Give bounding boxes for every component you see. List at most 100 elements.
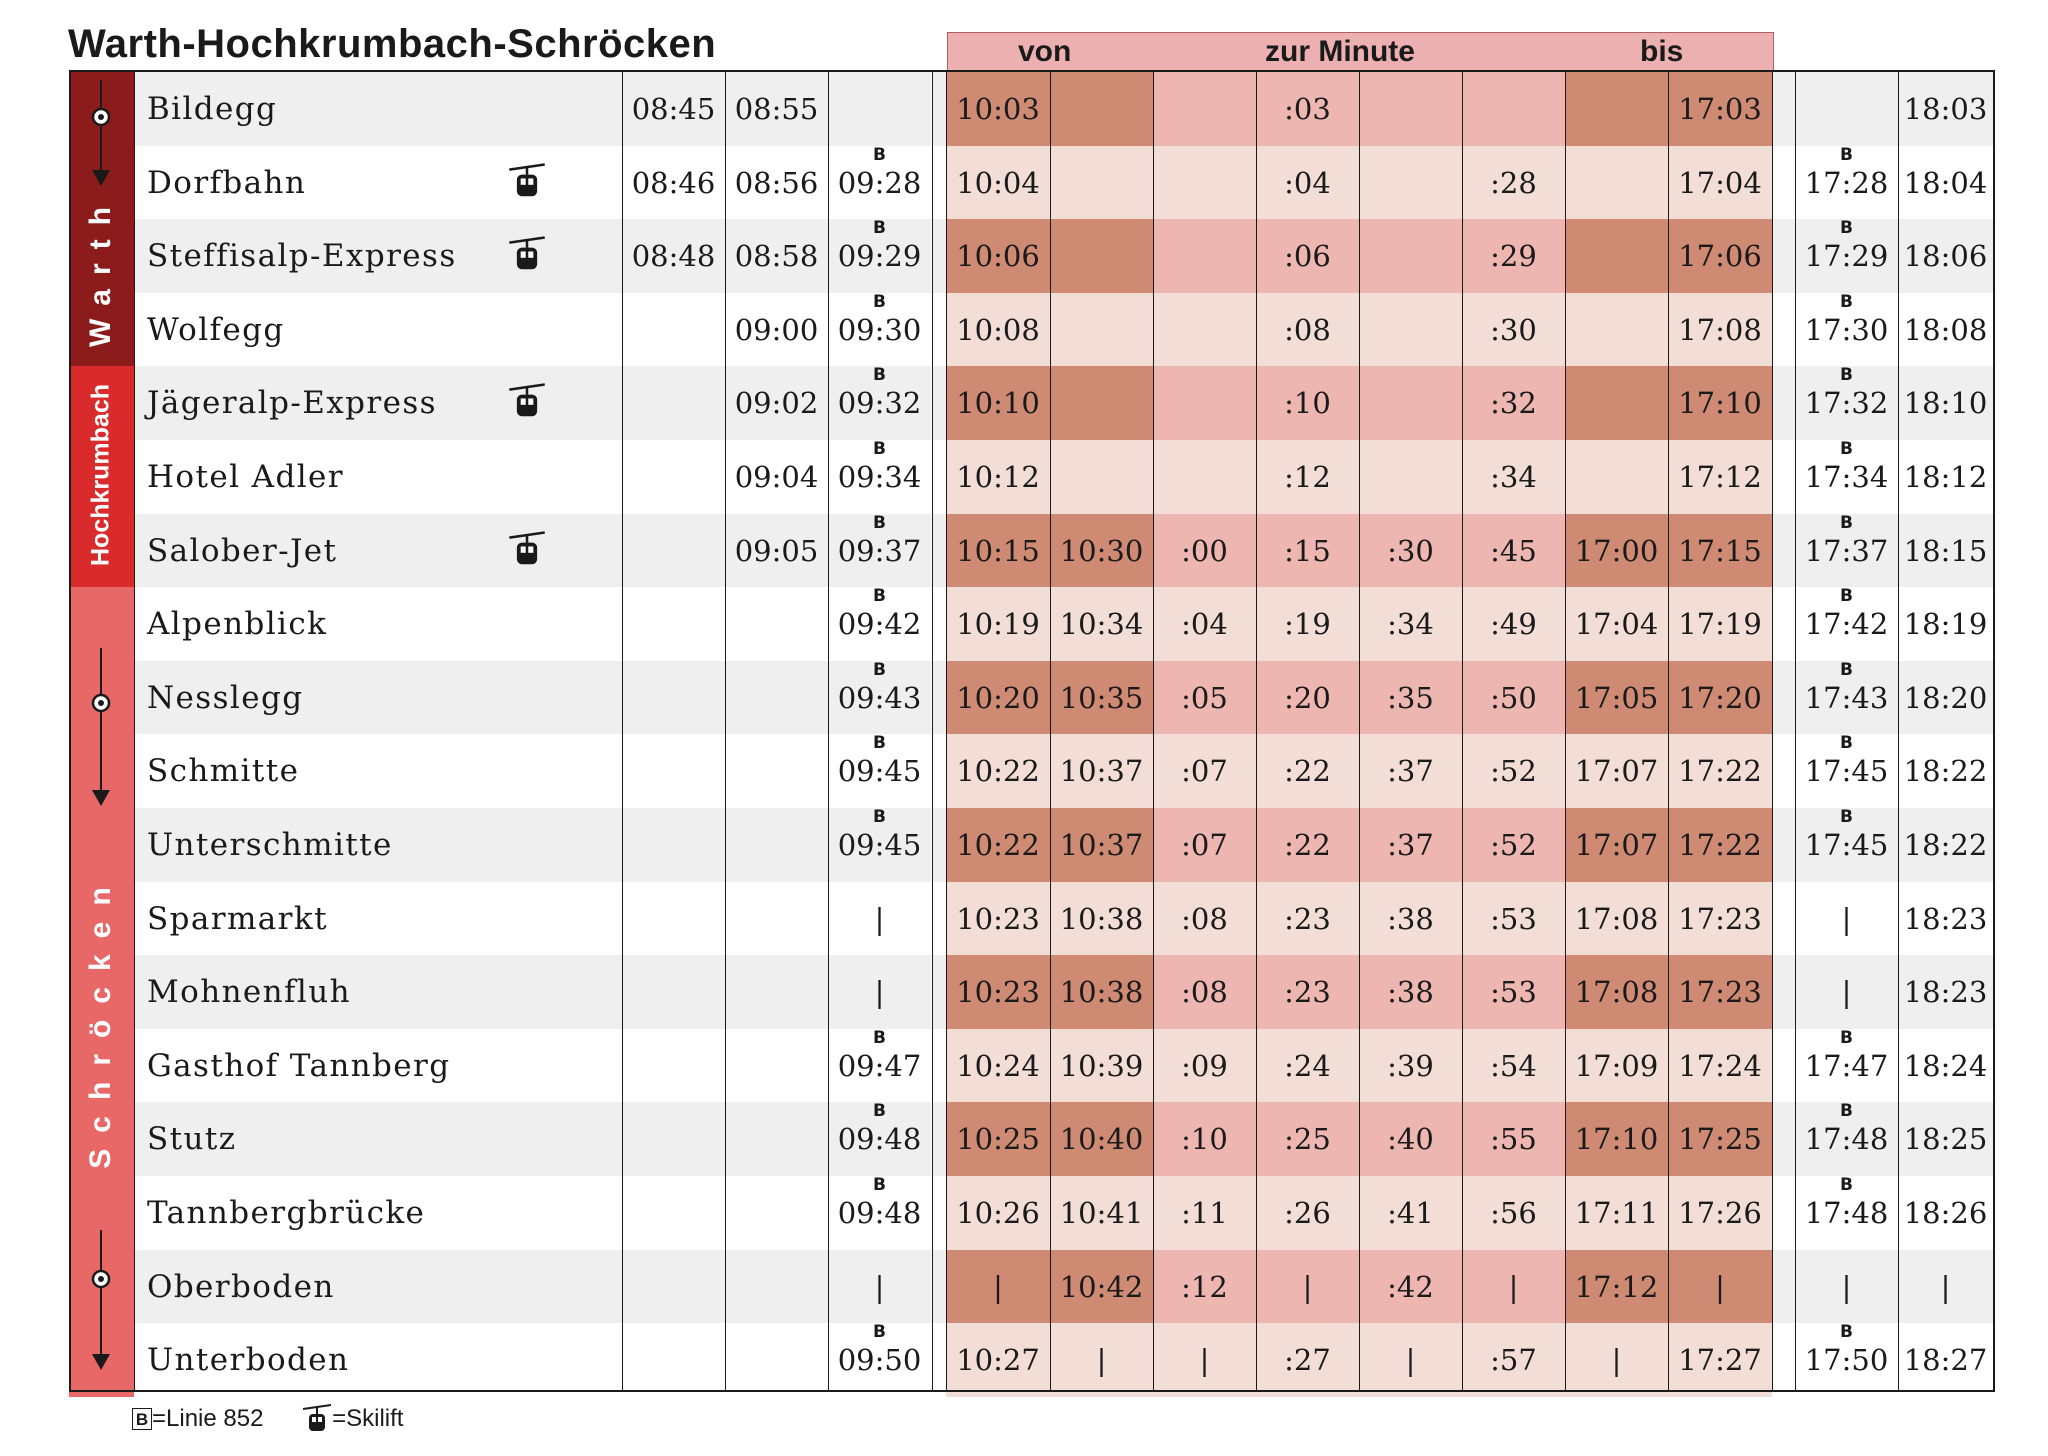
departure-time: 17:34 <box>1804 460 1889 494</box>
time-cell: | <box>1050 1323 1153 1398</box>
departure-time: :19 <box>1284 607 1331 642</box>
stop-name: Mohnenfluh <box>147 974 351 1011</box>
departure-time: 10:15 <box>956 533 1040 568</box>
time-cell <box>1153 145 1256 220</box>
legend-b-text: =Linie 852 <box>152 1405 264 1432</box>
column-divider <box>725 70 726 1392</box>
time-cell <box>1153 440 1256 514</box>
time-cell <box>1153 72 1256 146</box>
b-icon: B <box>873 218 886 239</box>
departure-time: 17:43 <box>1804 680 1889 715</box>
departure-time: 17:24 <box>1678 1048 1762 1083</box>
departure-time: 17:08 <box>1678 312 1762 347</box>
time-cell: 10:04 <box>946 145 1050 220</box>
time-cell: 18:08 <box>1898 292 1993 367</box>
time-cell: 18:26 <box>1898 1176 1993 1250</box>
b-icon: B <box>1840 807 1853 827</box>
time-cell: 18:15 <box>1898 513 1993 588</box>
direction-arrow-icon <box>91 80 111 186</box>
time-cell <box>828 72 931 146</box>
time-cell: 10:24 <box>946 1028 1050 1103</box>
gondola-icon <box>509 162 545 196</box>
time-cell: :41 <box>1359 1176 1462 1250</box>
interval-header: von zur Minute bis <box>947 32 1774 71</box>
departure-time: 18:25 <box>1903 1122 1988 1157</box>
interval-gap <box>932 513 946 588</box>
time-cell: 17:23 <box>1668 955 1772 1030</box>
b-icon: B <box>132 1408 152 1430</box>
time-cell: B 17:29 <box>1795 218 1898 294</box>
interval-gap <box>932 660 946 735</box>
b-icon: B <box>1840 218 1853 239</box>
stop-name: Tannbergbrücke <box>147 1195 426 1231</box>
time-cell: B 17:42 <box>1795 586 1898 662</box>
time-cell: :37 <box>1359 808 1462 882</box>
departure-time: 17:50 <box>1804 1343 1889 1378</box>
departure-time: 17:45 <box>1804 828 1889 862</box>
time-cell <box>1153 366 1256 441</box>
time-cell: 17:06 <box>1668 219 1772 294</box>
time-cell: :04 <box>1256 145 1359 220</box>
departure-time: 10:27 <box>956 1343 1040 1378</box>
time-cell: 08:45 <box>622 72 725 146</box>
time-cell: B 09:37 <box>828 513 931 588</box>
departure-time: 18:19 <box>1903 607 1988 642</box>
time-cell <box>1153 292 1256 367</box>
time-cell <box>725 587 828 662</box>
departure-time: :49 <box>1490 607 1537 642</box>
interval-gap <box>932 292 946 367</box>
departure-time: :40 <box>1387 1122 1434 1157</box>
time-cell <box>622 734 725 809</box>
departure-time: 18:04 <box>1903 165 1988 200</box>
departure-time: | <box>1841 901 1852 936</box>
departure-time: 17:10 <box>1574 1122 1659 1157</box>
departure-time: | <box>1508 1269 1519 1304</box>
stop-name: Schmitte <box>147 753 300 790</box>
time-cell <box>622 292 725 367</box>
column-divider <box>1898 70 1899 1392</box>
departure-time: | <box>874 1269 885 1304</box>
time-cell: 10:22 <box>946 734 1050 809</box>
gondola-icon <box>509 383 545 417</box>
departure-time: 10:08 <box>956 312 1040 347</box>
time-cell: :28 <box>1462 145 1565 220</box>
interval-gap <box>1772 734 1795 809</box>
time-cell: :49 <box>1462 587 1565 662</box>
interval-gap <box>932 72 946 146</box>
time-cell: 17:03 <box>1668 72 1772 146</box>
time-cell <box>622 881 725 956</box>
interval-gap <box>932 219 946 294</box>
time-cell: 10:38 <box>1050 955 1153 1030</box>
time-cell: 10:37 <box>1050 734 1153 809</box>
column-divider <box>1668 70 1669 1392</box>
departure-time: :04 <box>1181 607 1228 642</box>
time-cell: B 09:45 <box>828 733 931 809</box>
interval-gap <box>1772 587 1795 662</box>
departure-time: 17:22 <box>1678 754 1762 789</box>
interval-gap <box>932 1249 946 1324</box>
time-cell: | <box>1898 1249 1993 1324</box>
departure-time: 10:22 <box>956 754 1040 789</box>
departure-time: :20 <box>1284 680 1331 715</box>
time-cell <box>1565 366 1668 441</box>
interval-gap <box>1772 366 1795 441</box>
time-cell: 10:35 <box>1050 660 1153 735</box>
time-cell: 10:03 <box>946 72 1050 146</box>
time-cell <box>1050 366 1153 441</box>
departure-time: 09:00 <box>734 312 819 347</box>
time-cell: 17:26 <box>1668 1176 1772 1250</box>
departure-time: 09:37 <box>837 533 922 568</box>
departure-time: 18:24 <box>1903 1048 1988 1083</box>
time-cell: B 17:45 <box>1795 807 1898 882</box>
time-cell: B 17:32 <box>1795 365 1898 441</box>
departure-time: 09:34 <box>837 460 922 494</box>
departure-time: :37 <box>1387 754 1434 789</box>
time-cell <box>622 587 725 662</box>
departure-time: 10:24 <box>956 1048 1040 1083</box>
b-icon: B <box>1840 1322 1853 1343</box>
time-cell: 18:06 <box>1898 219 1993 294</box>
departure-time: :50 <box>1490 680 1537 715</box>
departure-time: 10:23 <box>956 975 1040 1010</box>
departure-time: 09:32 <box>837 386 922 421</box>
interval-gap <box>1772 1028 1795 1103</box>
